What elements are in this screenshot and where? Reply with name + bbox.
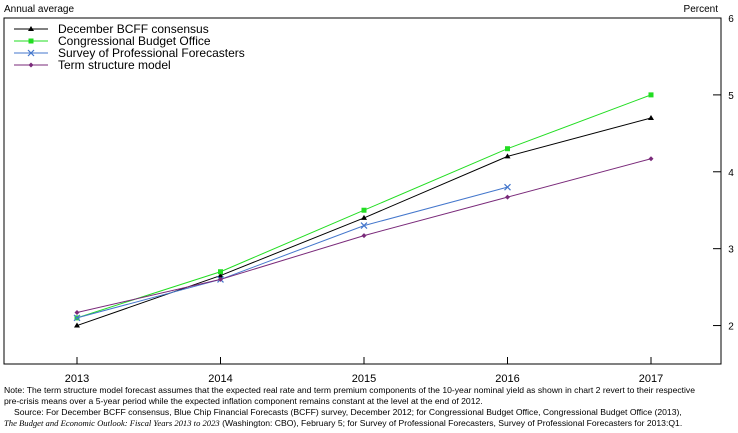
series-line (76, 186, 508, 319)
x-marker (360, 222, 368, 230)
triangle-marker (504, 153, 511, 159)
x-tick-label: 2015 (352, 373, 376, 385)
source-publication-title: The Budget and Economic Outlook: Fiscal … (4, 418, 220, 428)
series-line (76, 94, 652, 319)
x-tick-label: 2014 (208, 373, 232, 385)
square-marker (218, 269, 223, 275)
diamond-marker (74, 309, 80, 315)
x-marker (73, 314, 81, 322)
x-tick-label: 2013 (65, 373, 89, 385)
x-marker-stroke (73, 314, 81, 322)
square-marker (505, 146, 510, 152)
legend-item: Congressional Budget Office (14, 34, 211, 48)
triangle-marker (217, 272, 224, 278)
series-3 (74, 156, 654, 315)
square-marker (28, 38, 34, 44)
y-tick-label: 5 (728, 91, 734, 102)
source-line-1: Source: For December BCFF consensus, Blu… (14, 407, 682, 417)
triangle-marker (361, 214, 367, 220)
y-tick-label: 2 (728, 322, 734, 333)
square-marker (648, 92, 654, 98)
x-marker-stroke (360, 222, 368, 230)
x-axis-ticks: 2013 2014 2015 2016 2017 (65, 357, 663, 385)
source-line-2-text: (Washington: CBO), February 5; for Surve… (219, 418, 683, 428)
diamond-marker (361, 233, 367, 239)
x-marker-stroke (504, 183, 511, 191)
plot-frame (3, 17, 722, 365)
legend-label: December BCFF consensus (58, 22, 209, 36)
x-marker (504, 183, 511, 191)
y-tick-label: 4 (728, 168, 734, 179)
triangle-marker (74, 322, 80, 328)
note-line-2: pre-crisis means over a 5-year period wh… (4, 396, 483, 406)
triangle-marker (648, 114, 654, 120)
x-marker (27, 49, 35, 57)
y-axis-right-label: Percent (684, 4, 719, 15)
y-axis-ticks: 2 3 4 5 6 (713, 14, 734, 333)
legend-label: Survey of Professional Forecasters (58, 46, 245, 60)
note-line-1: Note: The term structure model forecast … (4, 385, 696, 395)
y-tick-label: 3 (728, 245, 734, 256)
legend-label: Congressional Budget Office (58, 34, 211, 48)
diamond-marker (648, 156, 654, 162)
square-marker (361, 207, 367, 213)
x-tick-label: 2017 (639, 373, 663, 385)
x-tick-label: 2016 (495, 373, 519, 385)
triangle-marker (28, 26, 34, 31)
series-1 (74, 92, 654, 321)
diamond-marker (218, 276, 223, 282)
source-line-2: The Budget and Economic Outlook: Fiscal … (4, 418, 682, 429)
legend-item: Term structure model (14, 58, 171, 72)
diamond-marker (505, 194, 510, 200)
legend-label: Term structure model (58, 58, 171, 72)
diamond-marker (28, 62, 34, 68)
y-axis-left-label: Annual average (4, 4, 74, 15)
legend-item: Survey of Professional Forecasters (14, 46, 245, 60)
y-tick-label: 6 (728, 14, 734, 25)
series-layer (73, 92, 654, 328)
series-2 (73, 183, 511, 322)
x-marker-stroke (27, 49, 35, 57)
legend-item: December BCFF consensus (14, 22, 209, 36)
